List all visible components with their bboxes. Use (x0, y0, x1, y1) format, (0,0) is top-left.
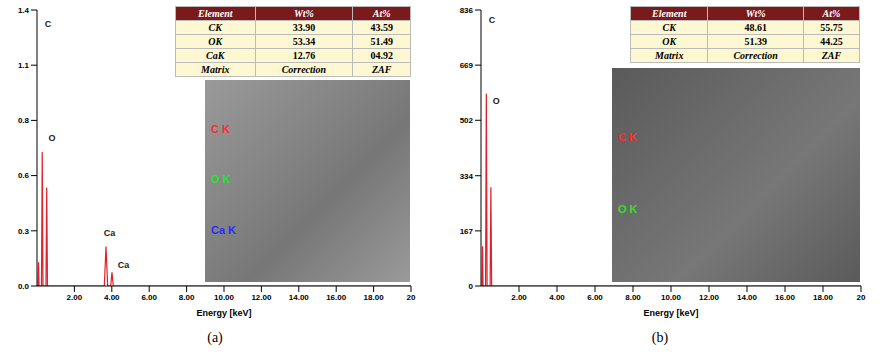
svg-text:334: 334 (460, 172, 474, 181)
html-text:12.76: 12.76 (292, 50, 316, 61)
svg-text:18.00: 18.00 (813, 293, 834, 302)
svg-text:14.00: 14.00 (289, 293, 310, 302)
html-text:Ca K: Ca K (211, 223, 237, 236)
svg-text:0.6: 0.6 (18, 171, 30, 180)
svg-text:6.00: 6.00 (587, 293, 603, 302)
svg-text:14.00: 14.00 (737, 293, 758, 302)
svg-text:Ca: Ca (104, 228, 116, 238)
html-text:55.75: 55.75 (820, 22, 843, 33)
html-text:Matrix: Matrix (201, 64, 230, 75)
html-text:Wt%: Wt% (293, 8, 314, 19)
svg-text:C: C (489, 15, 496, 25)
html-text:Matrix: Matrix (655, 50, 684, 61)
html-text:(a): (a) (207, 330, 223, 345)
svg-text:2.00: 2.00 (67, 293, 83, 302)
svg-text:C: C (45, 19, 52, 29)
svg-text:669: 669 (460, 61, 474, 70)
html-text:43.59: 43.59 (370, 22, 393, 33)
svg-text:12.00: 12.00 (251, 293, 272, 302)
html-text:Correction: Correction (281, 64, 327, 75)
svg-text:O: O (49, 133, 56, 143)
html-text:CK: CK (208, 22, 222, 33)
html-text:48.61: 48.61 (744, 22, 767, 33)
svg-text:8.00: 8.00 (179, 293, 195, 302)
html-text:Correction: Correction (733, 50, 778, 61)
html-text:04.92: 04.92 (370, 50, 393, 61)
html-text:53.34: 53.34 (292, 36, 316, 47)
svg-text:0.8: 0.8 (18, 116, 30, 125)
html-text:ZAF: ZAF (371, 64, 392, 75)
html-text:OK: OK (208, 36, 223, 47)
svg-text:10.00: 10.00 (214, 293, 235, 302)
svg-text:12.00: 12.00 (699, 293, 720, 302)
svg-text:Energy [keV]: Energy [keV] (196, 308, 251, 318)
svg-text:Ca: Ca (118, 260, 130, 270)
svg-text:6.00: 6.00 (141, 293, 157, 302)
svg-text:16.00: 16.00 (775, 293, 796, 302)
html-text:CK: CK (662, 22, 676, 33)
html-text:O K: O K (618, 202, 638, 215)
html-text:OK: OK (662, 36, 677, 47)
svg-text:1.4: 1.4 (18, 6, 30, 15)
html-text:ZAF: ZAF (821, 50, 842, 61)
html-text:C K: C K (618, 131, 637, 144)
svg-text:0.3: 0.3 (18, 227, 30, 236)
svg-text:Energy [keV]: Energy [keV] (643, 308, 698, 318)
svg-text:4.00: 4.00 (549, 293, 565, 302)
html-text:33.90: 33.90 (292, 22, 316, 33)
svg-text:2.00: 2.00 (511, 293, 527, 302)
svg-text:20: 20 (407, 293, 416, 302)
html-text:At%: At% (822, 8, 841, 19)
svg-text:10.00: 10.00 (661, 293, 682, 302)
svg-text:0: 0 (469, 282, 474, 291)
svg-text:1.1: 1.1 (18, 61, 30, 70)
svg-text:O: O (493, 96, 500, 106)
html-text:C K: C K (211, 122, 230, 135)
html-text:51.39: 51.39 (744, 36, 767, 47)
html-text:At%: At% (372, 8, 391, 19)
svg-text:16.00: 16.00 (326, 293, 347, 302)
svg-text:0.0: 0.0 (18, 282, 30, 291)
svg-text:18.00: 18.00 (364, 293, 385, 302)
html-text:O K: O K (211, 173, 231, 185)
html-text:44.25: 44.25 (820, 36, 843, 47)
html-text:(b): (b) (651, 330, 669, 345)
html-text:51.49: 51.49 (370, 36, 393, 47)
svg-text:167: 167 (460, 227, 474, 236)
svg-text:8.00: 8.00 (625, 293, 641, 302)
html-text:CaK: CaK (206, 50, 225, 61)
html-text:Element: Element (198, 8, 233, 19)
html-text:Wt%: Wt% (745, 8, 766, 19)
svg-text:4.00: 4.00 (104, 293, 120, 302)
svg-text:836: 836 (460, 6, 474, 15)
svg-text:20: 20 (857, 293, 866, 302)
html-text:Element: Element (652, 8, 687, 19)
svg-text:502: 502 (460, 116, 474, 125)
